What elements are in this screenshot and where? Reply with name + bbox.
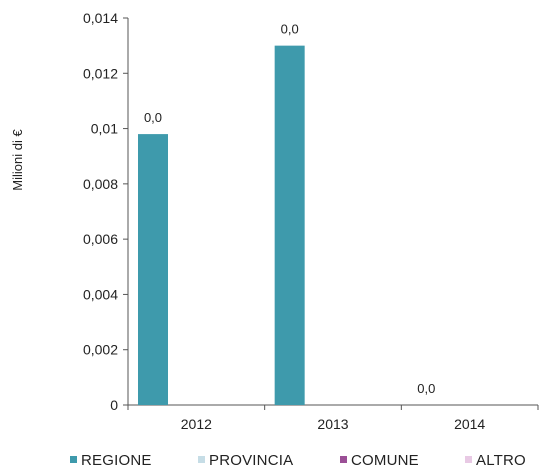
legend-item-provincia: PROVINCIA [198, 452, 293, 469]
legend-label: ALTRO [476, 452, 526, 469]
x-tick-label: 2013 [317, 416, 348, 432]
y-axis-title: Milioni di € [10, 129, 25, 191]
y-axis: 0 0,002 0,004 0,006 0,008 0,01 0,012 0,014 [83, 10, 129, 413]
bar-regione-2012 [138, 134, 168, 405]
legend-item-altro: ALTRO [465, 452, 526, 469]
y-tick-label: 0,006 [83, 231, 118, 247]
legend-label: REGIONE [81, 452, 152, 469]
legend-item-regione: REGIONE [70, 452, 152, 469]
x-axis: 2012 2013 2014 [127, 404, 539, 432]
data-labels: 0,0 0,0 0,0 [144, 22, 435, 396]
data-label: 0,0 [281, 22, 299, 37]
legend: REGIONE PROVINCIA COMUNE ALTRO [0, 452, 539, 474]
legend-label: PROVINCIA [209, 452, 294, 469]
legend-item-comune: COMUNE [340, 452, 419, 469]
x-tick-label: 2014 [454, 416, 485, 432]
legend-swatch [70, 456, 77, 463]
y-tick-label: 0,004 [83, 286, 118, 302]
y-tick-label: 0 [110, 397, 118, 413]
legend-swatch [340, 456, 347, 463]
y-tick-label: 0,014 [83, 10, 118, 26]
data-label: 0,0 [417, 381, 435, 396]
bar-regione-2013 [274, 45, 305, 406]
legend-label: COMUNE [351, 452, 419, 469]
legend-swatch [465, 456, 472, 463]
x-tick-label: 2012 [181, 416, 212, 432]
y-tick-label: 0,012 [83, 65, 118, 81]
data-label: 0,0 [144, 110, 162, 125]
bar-chart: 0 0,002 0,004 0,006 0,008 0,01 0,012 0,014 2012… [10, 10, 539, 432]
bars [138, 45, 305, 406]
y-tick-label: 0,002 [83, 342, 118, 358]
y-tick-label: 0,008 [83, 176, 118, 192]
y-tick-label: 0,01 [91, 121, 118, 137]
legend-swatch [198, 456, 205, 463]
